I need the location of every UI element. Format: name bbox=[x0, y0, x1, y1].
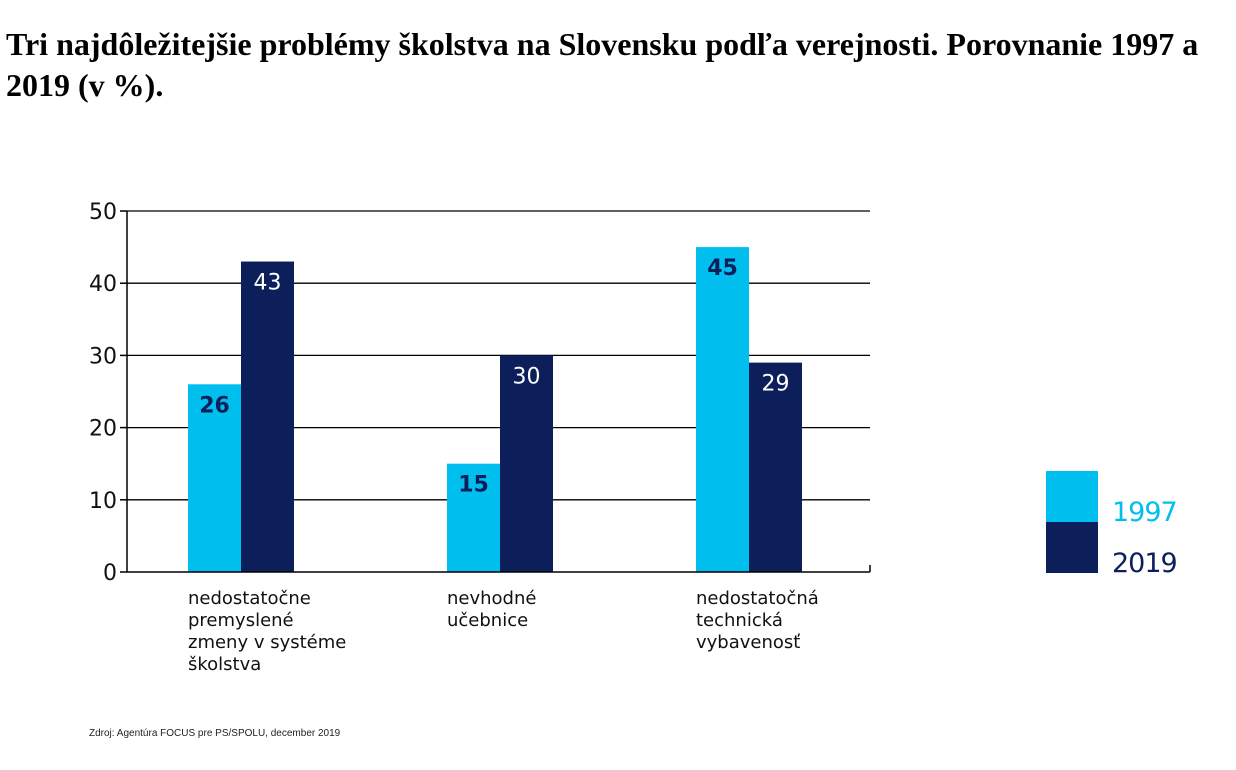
y-tick-label: 10 bbox=[89, 489, 117, 514]
category-label-line: vybavenosť bbox=[696, 632, 801, 653]
category-label-line: zmeny v systéme bbox=[188, 632, 347, 653]
bar-2019-1 bbox=[500, 355, 553, 572]
y-tick-label: 40 bbox=[89, 272, 117, 297]
bar-1997-1 bbox=[447, 463, 500, 572]
axes: 0 10 20 30 40 50 bbox=[89, 200, 871, 586]
y-tick-label: 0 bbox=[103, 561, 117, 586]
bar-value-label: 30 bbox=[513, 364, 541, 389]
legend-label-1997: 1997 bbox=[1112, 497, 1177, 528]
bar-value-label: 29 bbox=[762, 372, 790, 397]
source-note: Zdroj: Agentúra FOCUS pre PS/SPOLU, dece… bbox=[89, 728, 341, 739]
bar-2019-2 bbox=[749, 362, 802, 572]
bar-value-label: 45 bbox=[707, 256, 738, 281]
category-label-line: nedostatočne bbox=[188, 588, 311, 609]
category-label: nedostatočne premyslené zmeny v systéme ško… bbox=[188, 588, 388, 676]
y-tick-label: 30 bbox=[89, 344, 117, 369]
bar-value-label: 15 bbox=[458, 473, 489, 498]
y-tick-label: 50 bbox=[89, 200, 117, 225]
chart-title: Tri najdôležitejšie problémy školstva na… bbox=[6, 26, 1199, 103]
category-label-line: nedostatočná bbox=[696, 588, 819, 609]
y-tick-label: 20 bbox=[89, 417, 117, 442]
category-label: nevhodné učebnice bbox=[447, 588, 647, 632]
legend-label-2019: 2019 bbox=[1112, 548, 1177, 579]
bar-chart: 26 15 45 43 30 29 0 10 20 30 40 50 1997 2019 bbox=[89, 200, 1178, 586]
category-label-line: učebnice bbox=[447, 610, 529, 631]
bar-1997-0 bbox=[188, 384, 241, 572]
legend-swatch-2019 bbox=[1046, 522, 1098, 573]
category-label-line: nevhodné bbox=[447, 588, 537, 609]
category-label-line: školstva bbox=[188, 654, 262, 675]
category-label: nedostatočná technická vybavenosť bbox=[696, 588, 896, 654]
legend-swatch-1997 bbox=[1046, 471, 1098, 522]
category-label-line: technická bbox=[696, 610, 783, 631]
bar-2019-0 bbox=[241, 261, 294, 572]
legend: 1997 2019 bbox=[1046, 471, 1178, 579]
bar-value-label: 26 bbox=[199, 393, 230, 418]
category-label-line: premyslené bbox=[188, 610, 294, 631]
bars: 26 15 45 43 30 29 bbox=[188, 247, 802, 572]
bar-value-label: 43 bbox=[254, 271, 282, 296]
bar-1997-2 bbox=[696, 247, 749, 572]
